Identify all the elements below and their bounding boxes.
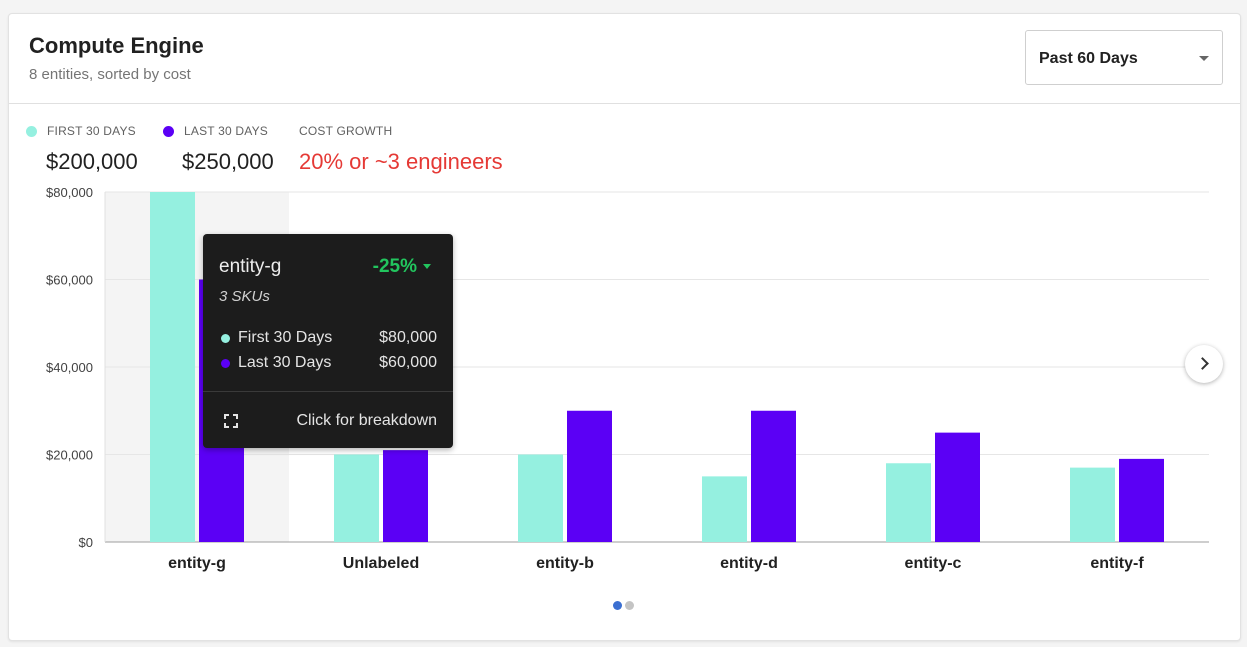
tooltip-title: entity-g xyxy=(219,256,282,277)
y-tick-label: $80,000 xyxy=(46,185,93,200)
compute-engine-card: Compute Engine 8 entities, sorted by cos… xyxy=(8,13,1241,641)
page-subtitle: 8 entities, sorted by cost xyxy=(29,66,191,83)
bar-last-entity-f xyxy=(1119,458,1164,542)
tooltip-dot-last xyxy=(221,359,230,368)
bar-last-entity-d xyxy=(751,410,796,542)
legend-label-last: LAST 30 DAYS xyxy=(184,124,268,138)
bar-chart: $0 $20,000 $40,000 $60,000 $80,000 entity-g Un… xyxy=(46,185,1209,572)
caret-down-icon xyxy=(1199,56,1209,61)
bar-first-entity-b xyxy=(518,454,563,542)
legend-dot-first xyxy=(26,126,37,137)
bar-first-entity-d xyxy=(702,476,747,542)
card-header: Compute Engine 8 entities, sorted by cos… xyxy=(9,14,1240,104)
x-tick-label: entity-b xyxy=(536,555,594,572)
x-tick-label: entity-c xyxy=(905,555,962,572)
legend-label-first: FIRST 30 DAYS xyxy=(47,124,136,138)
bar-first-entity-f xyxy=(1070,467,1115,542)
tooltip-row-value: $60,000 xyxy=(379,354,437,371)
breakdown-link[interactable]: Click for breakdown xyxy=(296,412,438,429)
bar-tooltip[interactable]: entity-g -25% 3 SKUs First 30 Days $80,0… xyxy=(203,234,453,448)
bar-first-unlabeled xyxy=(334,454,379,542)
bar-first-entity-c xyxy=(886,463,931,542)
date-range-select[interactable]: Past 60 Days xyxy=(1025,30,1223,85)
y-tick-label: $40,000 xyxy=(46,360,93,375)
y-tick-label: $0 xyxy=(79,535,93,550)
y-tick-label: $60,000 xyxy=(46,273,93,288)
y-tick-label: $20,000 xyxy=(46,448,93,463)
tooltip-divider xyxy=(203,391,453,392)
tooltip-row-label: First 30 Days xyxy=(238,329,333,346)
bar-last-entity-b xyxy=(567,410,612,542)
expand-icon xyxy=(224,414,238,428)
chevron-right-icon xyxy=(1196,357,1209,370)
growth-value: 20% or ~3 engineers xyxy=(299,149,503,174)
last-total-value: $250,000 xyxy=(182,149,274,174)
first-total-value: $200,000 xyxy=(46,149,138,174)
page-title: Compute Engine xyxy=(29,33,204,58)
tooltip-dot-first xyxy=(221,334,230,343)
page-dot[interactable] xyxy=(613,601,622,610)
x-tick-label: entity-d xyxy=(720,555,778,572)
x-tick-label: entity-f xyxy=(1090,555,1144,572)
next-page-button[interactable] xyxy=(1185,345,1223,383)
tooltip-sku-count: 3 SKUs xyxy=(219,288,270,305)
legend-dot-last xyxy=(163,126,174,137)
tooltip-change: -25% xyxy=(372,256,417,277)
bar-first-entity-g xyxy=(150,192,195,542)
page-dot[interactable] xyxy=(625,601,634,610)
caret-down-icon xyxy=(423,264,431,269)
bar-last-unlabeled xyxy=(383,450,428,542)
tooltip-row-label: Last 30 Days xyxy=(238,354,332,371)
x-tick-label: Unlabeled xyxy=(343,555,419,572)
date-range-value: Past 60 Days xyxy=(1039,50,1138,67)
growth-label: COST GROWTH xyxy=(299,124,393,138)
tooltip-row-value: $80,000 xyxy=(379,329,437,346)
x-tick-label: entity-g xyxy=(168,555,226,572)
bar-last-entity-c xyxy=(935,432,980,542)
